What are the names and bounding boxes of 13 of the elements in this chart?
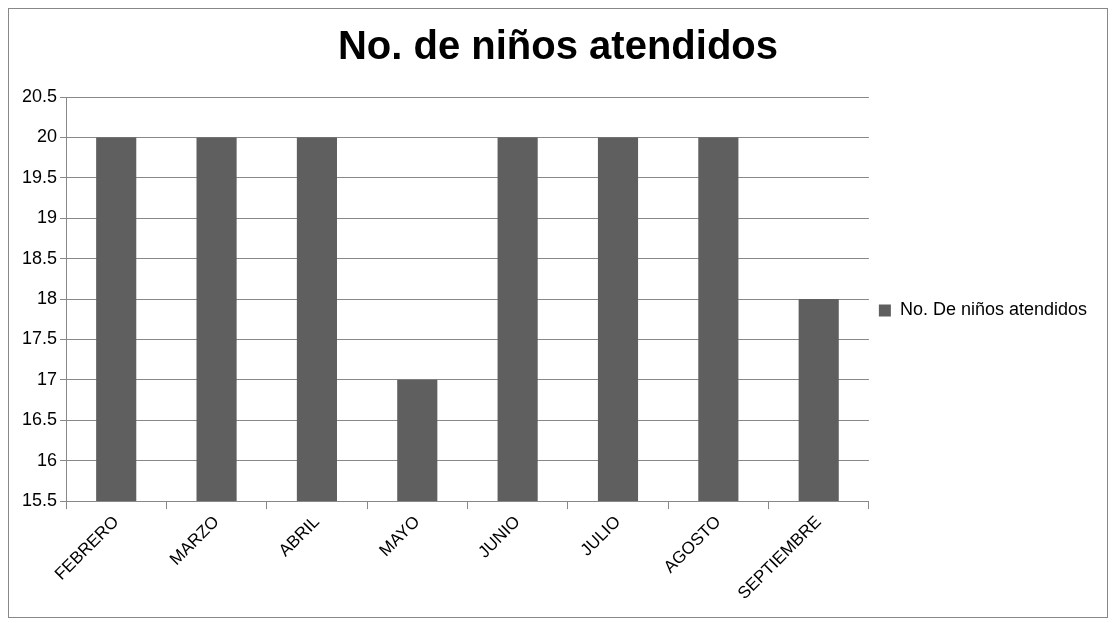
y-tick-label: 17.5 [21,328,58,349]
y-tick-label: 20 [37,126,58,147]
y-tick-label: 16.5 [21,409,58,430]
y-tick-label: 18 [37,288,58,309]
legend-label: No. De niños atendidos [899,299,1088,320]
y-tick-label: 15.5 [21,490,58,511]
y-tick-label: 19 [37,207,58,228]
y-tick-label: 18.5 [21,247,58,268]
y-tick-label: 16 [37,449,58,470]
y-tick-label: 20.5 [21,85,58,106]
y-tick-label: 17 [37,368,58,389]
y-tick-label: 19.5 [21,166,58,187]
chart-title: No. de niños atendidos [337,23,779,68]
